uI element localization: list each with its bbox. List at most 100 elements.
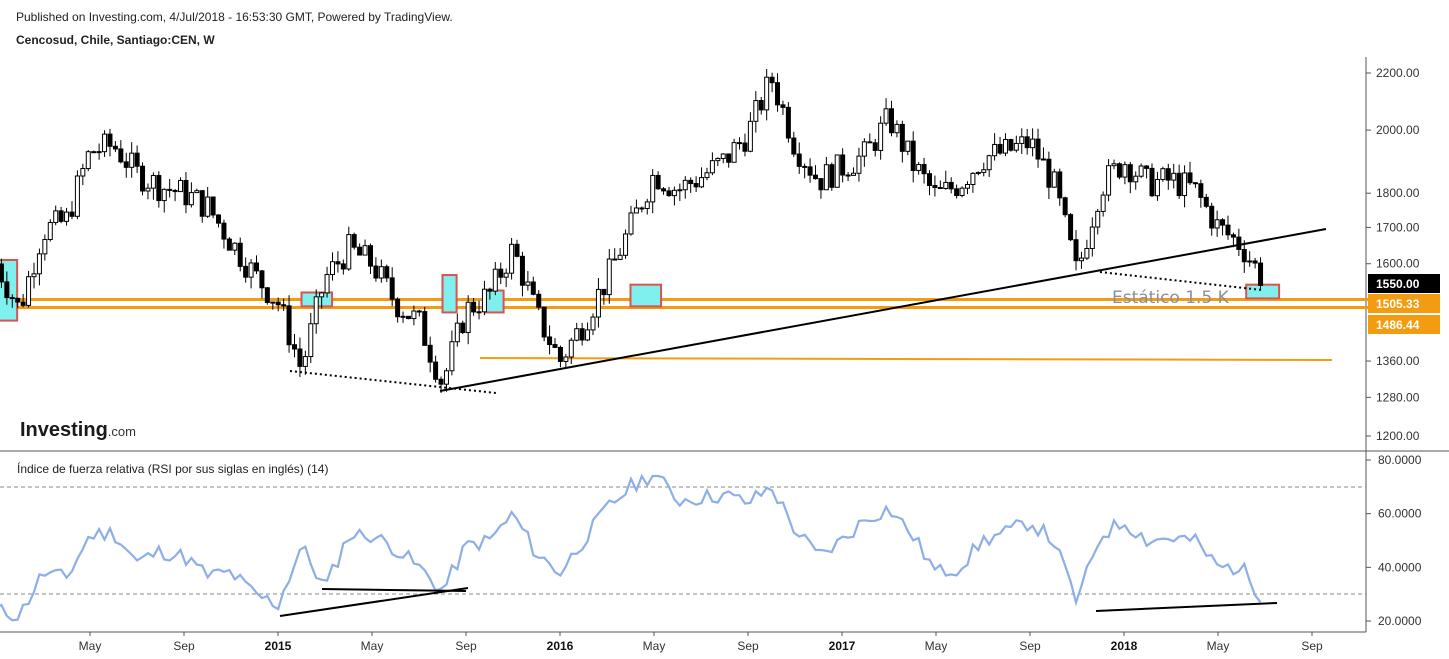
candle-body	[199, 190, 205, 217]
candle-body	[568, 339, 574, 358]
time-tick-label: May	[1207, 639, 1230, 653]
candle-body	[557, 346, 563, 362]
candle-body	[574, 328, 580, 341]
time-tick-label: 2017	[829, 639, 856, 653]
price-tick-label: 1600.00	[1376, 257, 1420, 271]
highlight-box	[1245, 283, 1281, 300]
candle-body	[422, 311, 428, 346]
candle-body	[1149, 167, 1155, 197]
candle-body	[1068, 214, 1074, 241]
candle-body	[878, 122, 884, 151]
candle-body	[1089, 226, 1095, 249]
candle-body	[291, 344, 297, 350]
rsi-trendline-a	[321, 588, 467, 592]
candle-body	[167, 188, 173, 191]
annotation-text: Estático 1.5 K	[1112, 288, 1230, 308]
price-tick-label: 2000.00	[1376, 123, 1420, 137]
time-tick-label: May	[361, 639, 384, 653]
candle-body	[443, 370, 449, 385]
candle-body	[1258, 262, 1264, 286]
candle-body	[720, 153, 726, 159]
price-tick-label: 1280.00	[1376, 390, 1420, 404]
trendline-long	[439, 228, 1327, 392]
logo-brand: Investing	[20, 419, 108, 441]
candle-body	[42, 238, 48, 255]
candle-body	[1225, 224, 1231, 236]
price-tag-label: 1550.00	[1376, 277, 1420, 291]
candle-body	[384, 266, 390, 279]
candle-body	[237, 242, 243, 267]
candle-body	[69, 211, 75, 217]
price-tags: 1550.00 1505.33 1486.44	[1368, 274, 1440, 334]
candle-body	[666, 190, 672, 197]
candle-body	[129, 152, 135, 168]
candle-body	[872, 142, 878, 151]
candle-body	[606, 258, 612, 296]
candle-body	[590, 316, 596, 331]
candle-body	[248, 262, 254, 278]
candle-body	[916, 164, 922, 171]
price-tag-label: 1505.33	[1376, 297, 1420, 311]
candle-body	[36, 253, 42, 275]
candle-body	[460, 322, 466, 334]
rsi-tick-label: 20.0000	[1378, 614, 1422, 628]
candle-body	[1008, 139, 1014, 151]
candle-body	[31, 273, 37, 278]
candle-body	[525, 281, 531, 286]
candle-body	[96, 151, 102, 154]
candle-body	[123, 161, 129, 168]
candle-body	[329, 261, 335, 276]
candle-body	[20, 301, 26, 306]
candle-body	[807, 166, 813, 176]
candle-body	[373, 265, 379, 279]
candle-body	[400, 315, 406, 318]
candle-body	[1214, 219, 1220, 229]
candle-body	[579, 328, 585, 341]
candle-body	[769, 76, 775, 84]
candle-body	[156, 175, 162, 202]
price-tag: 1550.00	[1368, 274, 1440, 293]
candle-body	[829, 164, 835, 188]
candle-body	[281, 304, 287, 307]
candle-body	[975, 171, 981, 174]
candle-body	[785, 106, 791, 139]
time-axis: May Sep 2015 May Sep 2016 May Sep 2017 May Sep 2018…	[79, 632, 1323, 653]
candle-body	[780, 104, 786, 108]
candle-body	[454, 322, 460, 343]
rsi-tick-label: 60.0000	[1378, 507, 1422, 521]
candle-body	[1073, 239, 1079, 262]
candle-body	[64, 211, 70, 222]
candle-body	[259, 270, 265, 289]
candle-body	[118, 148, 124, 163]
candle-body	[232, 242, 238, 251]
candle-body	[205, 196, 211, 217]
candle-body	[509, 243, 515, 274]
candle-body	[530, 281, 536, 295]
candle-body	[601, 288, 607, 296]
trendlines	[289, 228, 1327, 394]
time-tick-label: Sep	[1019, 639, 1041, 653]
candle-body	[1182, 172, 1188, 197]
candle-body	[883, 108, 889, 124]
candle-body	[335, 261, 341, 265]
candle-body	[150, 175, 156, 189]
price-tick-label: 1800.00	[1376, 186, 1420, 200]
candle-body	[254, 262, 260, 272]
candle-body	[905, 140, 911, 152]
candle-body	[699, 177, 705, 188]
candle-body	[519, 255, 525, 286]
candle-body	[85, 151, 91, 170]
candle-body	[731, 142, 737, 163]
candle-body	[899, 123, 905, 152]
candle-body	[1057, 171, 1063, 199]
candle-body	[639, 207, 645, 210]
candle-body	[964, 183, 970, 189]
candle-body	[465, 301, 471, 334]
candle-body	[943, 181, 949, 189]
candle-body	[324, 274, 330, 294]
candle-body	[704, 172, 710, 179]
candle-body	[856, 155, 862, 174]
candle-body	[926, 173, 932, 186]
candle-body	[140, 165, 146, 192]
